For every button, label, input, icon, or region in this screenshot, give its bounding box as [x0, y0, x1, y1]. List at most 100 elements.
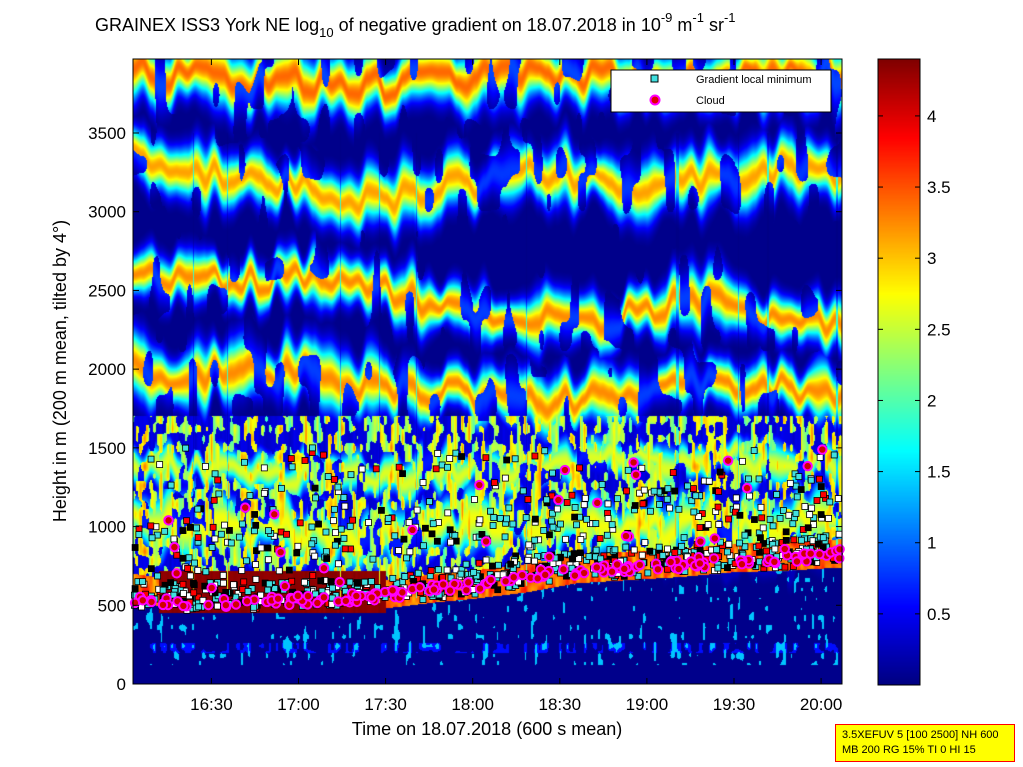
- gradient-minimum-marker: [260, 464, 268, 472]
- gradient-minimum-marker: [323, 555, 331, 562]
- gradient-minimum-marker: [801, 503, 809, 510]
- gradient-minimum-marker: [346, 578, 354, 586]
- gradient-minimum-marker: [834, 495, 842, 502]
- gradient-minimum-marker: [757, 503, 765, 511]
- gradient-minimum-marker: [736, 511, 744, 519]
- gradient-minimum-marker: [825, 515, 832, 522]
- x-tick-label: 19:30: [713, 695, 756, 714]
- gradient-minimum-marker: [792, 509, 800, 517]
- cloud-marker: [628, 457, 639, 468]
- gradient-minimum-marker: [577, 536, 585, 543]
- gradient-minimum-marker: [470, 568, 478, 576]
- cloud-marker: [634, 559, 646, 571]
- gradient-minimum-marker: [503, 456, 511, 464]
- gradient-minimum-marker: [322, 528, 330, 536]
- gradient-minimum-marker: [659, 552, 667, 559]
- gradient-minimum-marker: [519, 487, 527, 495]
- cloud-marker: [272, 593, 284, 604]
- gradient-minimum-marker: [675, 505, 683, 513]
- gradient-minimum-marker: [786, 479, 794, 487]
- title-unit-sr: sr: [704, 15, 724, 35]
- gradient-minimum-marker: [638, 551, 646, 559]
- gradient-minimum-marker: [167, 481, 175, 489]
- gradient-minimum-marker: [680, 534, 688, 542]
- cloud-marker: [157, 599, 169, 611]
- gradient-minimum-marker: [746, 492, 753, 500]
- gradient-minimum-marker: [750, 447, 758, 454]
- gradient-minimum-marker: [549, 469, 556, 477]
- gradient-minimum-marker: [611, 546, 619, 554]
- gradient-minimum-marker: [428, 530, 436, 538]
- gradient-minimum-marker: [219, 571, 227, 579]
- cloud-marker: [275, 546, 286, 558]
- gradient-minimum-marker: [664, 565, 671, 573]
- gradient-minimum-marker: [156, 461, 164, 468]
- gradient-minimum-marker: [604, 515, 612, 522]
- gradient-minimum-marker: [208, 544, 216, 551]
- gradient-minimum-marker: [835, 530, 843, 538]
- cloud-marker: [137, 595, 148, 606]
- gradient-minimum-marker: [170, 535, 178, 543]
- gradient-minimum-marker: [275, 567, 283, 575]
- gradient-minimum-marker: [211, 535, 219, 543]
- title-log-base: 10: [319, 25, 333, 40]
- gradient-minimum-marker: [194, 505, 202, 513]
- gradient-minimum-marker: [329, 584, 336, 592]
- gradient-minimum-marker: [246, 492, 254, 499]
- cloud-marker: [592, 497, 603, 509]
- gradient-minimum-marker: [688, 497, 696, 505]
- cloud-marker: [178, 600, 189, 612]
- gradient-minimum-marker: [608, 521, 616, 529]
- gradient-minimum-marker: [221, 521, 228, 529]
- gradient-minimum-marker: [241, 458, 248, 466]
- gradient-minimum-marker: [148, 534, 156, 542]
- cloud-marker: [312, 597, 323, 609]
- gradient-minimum-marker: [790, 536, 798, 544]
- gradient-minimum-marker: [725, 515, 733, 523]
- cloud-marker: [709, 533, 720, 544]
- gradient-minimum-marker: [227, 539, 235, 547]
- gradient-minimum-marker: [283, 530, 290, 538]
- y-tick-label: 1000: [88, 518, 126, 537]
- gradient-minimum-marker: [690, 485, 697, 493]
- gradient-minimum-marker: [596, 535, 604, 542]
- gradient-minimum-marker: [264, 556, 272, 564]
- gradient-minimum-marker: [260, 489, 268, 497]
- gradient-minimum-marker: [346, 522, 354, 530]
- cloud-marker: [302, 590, 314, 602]
- title-unit-m: m: [672, 15, 692, 35]
- cloud-marker: [387, 585, 398, 596]
- gradient-minimum-marker: [147, 565, 155, 573]
- gradient-minimum-marker: [341, 502, 349, 510]
- gradient-minimum-marker: [337, 525, 345, 533]
- gradient-minimum-marker: [159, 586, 167, 594]
- gradient-minimum-marker: [639, 500, 647, 508]
- gradient-minimum-marker: [525, 541, 533, 549]
- gradient-minimum-marker: [349, 516, 357, 524]
- chart-title: GRAINEX ISS3 York NE log10 of negative g…: [95, 10, 736, 40]
- gradient-minimum-marker: [186, 572, 194, 580]
- gradient-minimum-marker: [327, 578, 335, 586]
- title-exp1: -9: [661, 10, 673, 25]
- colorbar-tick-label: 0.5: [927, 605, 951, 624]
- y-tick-label: 1500: [88, 439, 126, 458]
- gradient-minimum-marker: [585, 553, 593, 560]
- cloud-marker: [292, 590, 304, 602]
- gradient-minimum-marker: [240, 578, 248, 586]
- gradient-minimum-marker: [614, 495, 621, 503]
- gradient-minimum-marker: [135, 531, 143, 538]
- gradient-minimum-marker: [482, 556, 490, 564]
- gradient-minimum-marker: [524, 556, 532, 564]
- gradient-minimum-marker: [288, 577, 296, 585]
- gradient-minimum-marker: [598, 481, 606, 488]
- gradient-minimum-marker: [242, 557, 250, 565]
- gradient-minimum-marker: [804, 524, 812, 532]
- gradient-minimum-marker: [807, 476, 815, 484]
- gradient-minimum-marker: [819, 534, 827, 542]
- gradient-minimum-marker: [365, 519, 372, 526]
- y-tick-label: 500: [98, 596, 126, 615]
- gradient-minimum-marker: [413, 506, 421, 514]
- gradient-minimum-marker: [576, 549, 584, 557]
- gradient-minimum-marker: [656, 501, 663, 508]
- x-axis: 16:30 17:00 17:30 18:00 18:30 19:00 19:30 20:00: [190, 59, 842, 714]
